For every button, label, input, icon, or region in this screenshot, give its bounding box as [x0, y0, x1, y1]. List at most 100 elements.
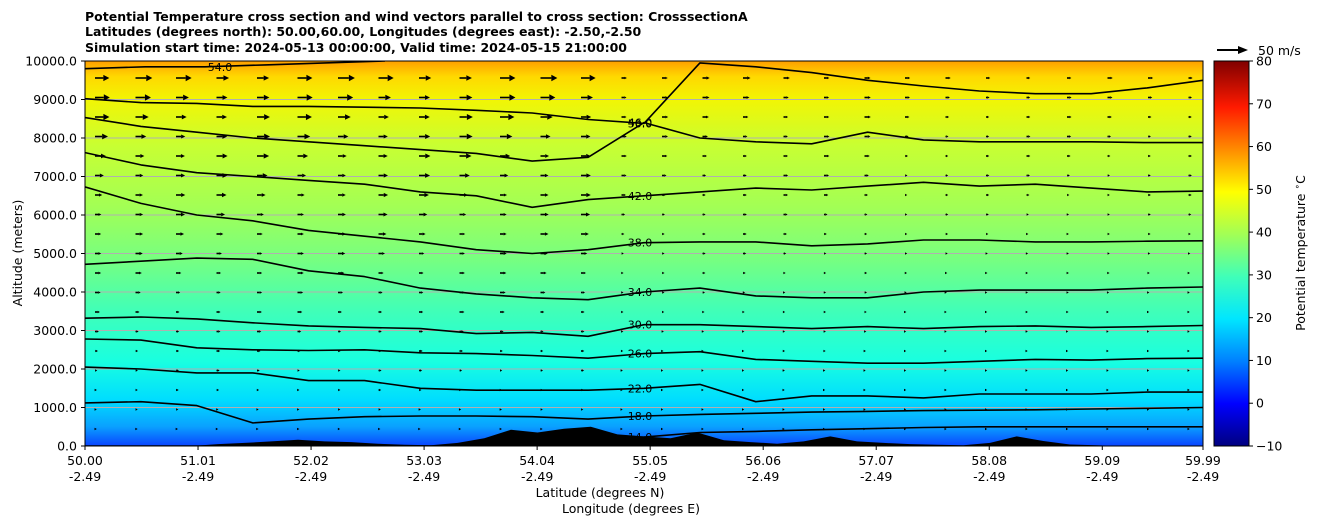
wind-vector — [1026, 213, 1029, 216]
wind-vector — [297, 310, 303, 314]
wind-vector — [985, 291, 988, 294]
wind-vector — [1188, 232, 1191, 236]
x-tick-label-lon: -2.49 — [521, 469, 553, 484]
wind-vector — [581, 212, 591, 217]
wind-vector — [176, 154, 185, 158]
wind-vector — [459, 349, 463, 353]
wind-vector — [338, 134, 349, 139]
wind-vector — [662, 213, 665, 216]
wind-vector — [662, 96, 669, 99]
wind-vector — [621, 271, 624, 275]
wind-vector — [419, 349, 423, 353]
wind-vector — [1067, 115, 1072, 119]
wind-vector — [662, 115, 669, 119]
wind-vector — [621, 330, 624, 333]
wind-vector — [500, 74, 516, 82]
x-tick-label-lat: 58.08 — [971, 453, 1007, 468]
wind-vector — [540, 173, 549, 178]
y-tick-label: 6000.0 — [33, 208, 77, 223]
wind-vector — [581, 134, 591, 139]
contour-label: 42.0 — [628, 190, 653, 203]
wind-vector — [419, 330, 424, 333]
wind-vector — [297, 369, 300, 372]
wind-vector — [1187, 291, 1190, 294]
colorbar-tick-label: 40 — [1256, 225, 1272, 240]
wind-vector — [297, 408, 300, 411]
wind-vector — [1025, 310, 1028, 314]
wind-vector — [823, 330, 826, 333]
wind-vector — [783, 115, 789, 119]
wind-vector — [863, 369, 866, 372]
wind-vector — [1107, 76, 1113, 80]
wind-vector — [135, 271, 142, 275]
wind-vector — [257, 94, 270, 101]
y-axis-ticks: 0.0 1000.0 2000.0 3000.0 4000.0 5000.0 6000.0 7… — [25, 54, 85, 454]
wind-vector — [135, 212, 144, 217]
wind-vector — [1148, 232, 1151, 236]
wind-vector — [499, 408, 502, 411]
wind-vector — [905, 96, 910, 99]
wind-vector — [904, 310, 907, 314]
wind-vector — [135, 74, 153, 82]
y-tick-label: 1000.0 — [33, 400, 77, 415]
wind-vector — [1147, 271, 1150, 275]
contour-34.0 — [85, 257, 1203, 301]
wind-vector — [378, 310, 382, 314]
wind-vector — [1025, 369, 1028, 372]
wind-vector — [297, 74, 313, 82]
wind-vector — [905, 154, 908, 158]
y-tick-label: 4000.0 — [33, 285, 77, 300]
wind-vector — [135, 134, 147, 139]
wind-vector — [378, 252, 386, 255]
wind-vector — [863, 388, 866, 392]
wind-vector — [985, 427, 988, 431]
wind-vector — [986, 193, 990, 197]
wind-vector — [1026, 193, 1030, 197]
wind-vector — [863, 408, 866, 411]
x-tick-label-lon: -2.49 — [69, 469, 101, 484]
colorbar-tick-label: 60 — [1256, 139, 1272, 154]
wind-vector — [783, 193, 788, 197]
wind-vector — [297, 153, 309, 159]
wind-vector — [257, 193, 266, 197]
wind-vector — [216, 369, 220, 372]
quiver-key: 50 m/s — [1217, 43, 1301, 58]
wind-vector — [176, 291, 181, 294]
wind-vector — [944, 310, 947, 314]
wind-vector — [823, 369, 826, 372]
wind-vector — [500, 213, 507, 216]
wind-vector — [257, 75, 270, 81]
y-tick-label: 2000.0 — [33, 362, 77, 377]
wind-vector — [216, 75, 230, 81]
wind-vector — [1066, 427, 1069, 431]
wind-vector — [864, 271, 868, 275]
y-tick-label: 10000.0 — [25, 54, 77, 69]
wind-vector — [1066, 330, 1069, 333]
wind-vector — [701, 369, 704, 372]
wind-vector — [824, 232, 827, 236]
wind-vector — [864, 115, 871, 119]
x-tick-label-lon: -2.49 — [182, 469, 214, 484]
wind-vector — [944, 369, 947, 372]
wind-vector — [864, 154, 870, 158]
wind-vector — [256, 408, 259, 411]
wind-vector — [702, 95, 710, 100]
wind-vector — [378, 232, 387, 236]
wind-vector — [702, 193, 706, 197]
x-tick-label-lon: -2.49 — [1086, 469, 1118, 484]
wind-vector — [338, 369, 341, 372]
colorbar-tick-label: 50 — [1256, 182, 1272, 197]
wind-vector — [338, 251, 346, 256]
wind-vector — [1187, 369, 1190, 372]
contour-label: 46.0 — [628, 117, 653, 130]
wind-vector — [905, 213, 908, 216]
wind-vector — [297, 330, 302, 333]
x-tick-label-lat: 54.04 — [519, 453, 555, 468]
wind-vector — [419, 153, 431, 159]
wind-vector — [540, 232, 549, 236]
wind-vector — [945, 135, 949, 138]
wind-vector — [419, 310, 424, 314]
wind-vector — [500, 94, 516, 101]
wind-vector — [945, 213, 949, 216]
contour-18.0 — [85, 400, 1203, 424]
